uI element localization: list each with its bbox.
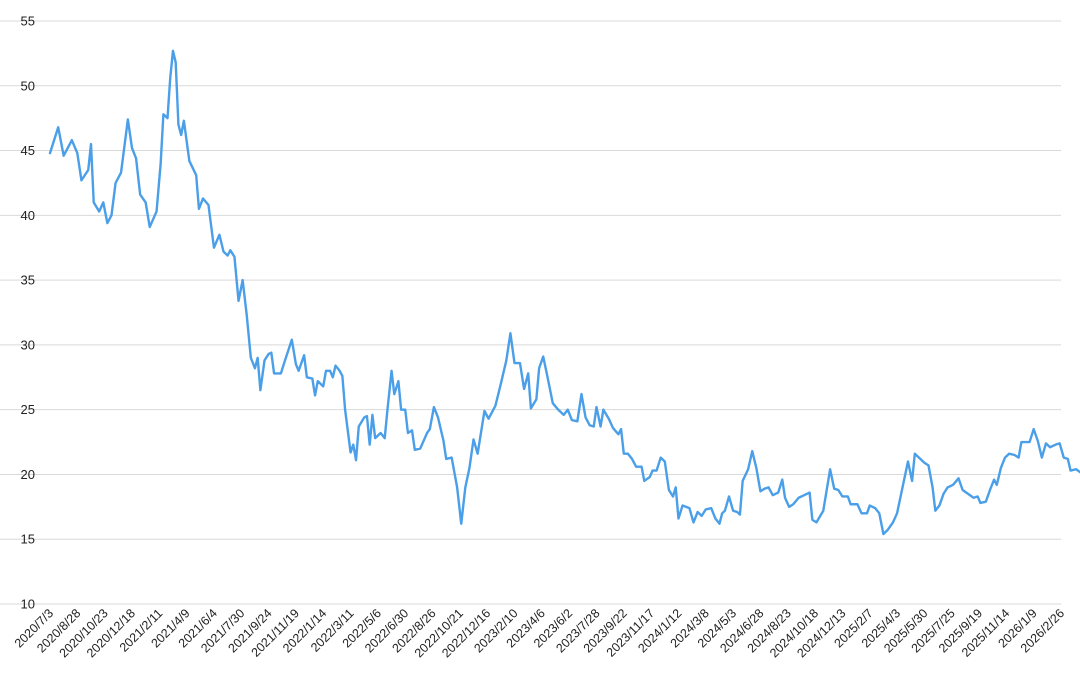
y-tick-label: 30 bbox=[21, 337, 35, 352]
y-tick-label: 50 bbox=[21, 78, 35, 93]
gridlines bbox=[0, 20, 1061, 605]
y-tick-label: 40 bbox=[21, 208, 35, 223]
y-tick-label: 35 bbox=[21, 273, 35, 288]
y-tick-label: 25 bbox=[21, 402, 35, 417]
x-axis-ticks: 2020/7/32020/8/282020/10/232020/12/18202… bbox=[12, 606, 1067, 660]
y-tick-label: 10 bbox=[21, 597, 35, 612]
y-tick-label: 45 bbox=[21, 143, 35, 158]
series-layer bbox=[48, 49, 1080, 536]
y-tick-label: 55 bbox=[21, 14, 35, 29]
series-line-0 bbox=[48, 49, 1080, 536]
y-axis-ticks: 10 15 20 25 30 35 40 45 50 55 bbox=[21, 14, 35, 612]
y-tick-label: 20 bbox=[21, 467, 35, 482]
y-tick-label: 15 bbox=[21, 532, 35, 547]
